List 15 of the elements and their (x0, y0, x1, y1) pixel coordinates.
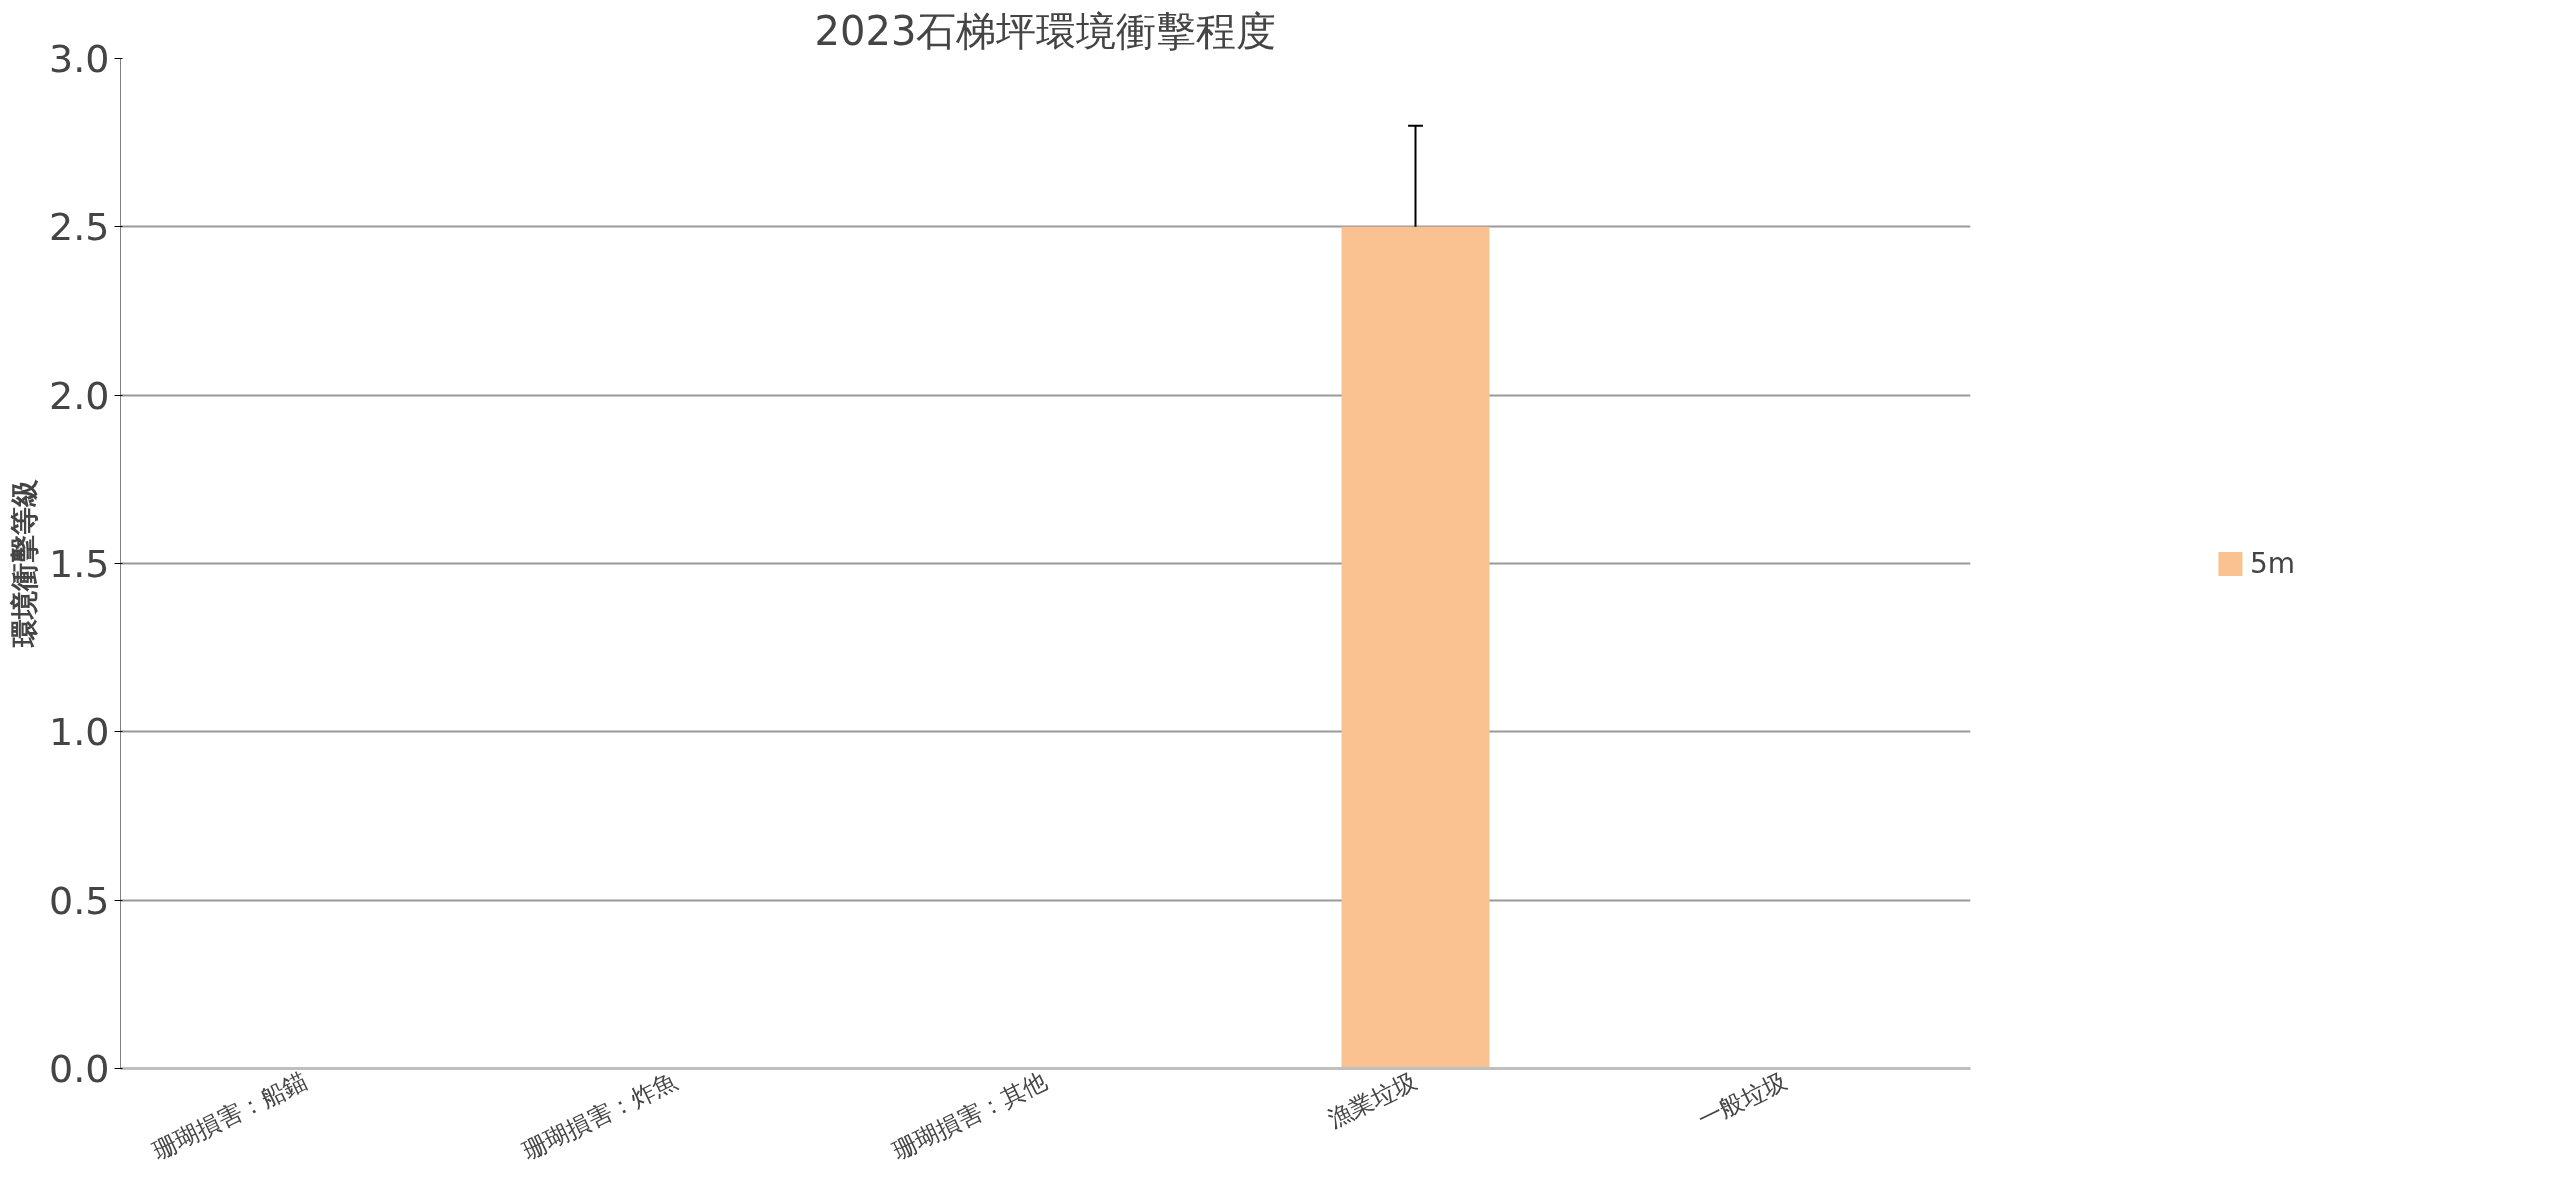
y-tick-label: 1.0 (49, 710, 110, 755)
y-tick-label: 1.5 (49, 542, 110, 586)
y-tick-label: 2.5 (49, 205, 110, 250)
y-tick-label: 0.0 (49, 1047, 110, 1091)
legend-label: 5m (2249, 546, 2296, 580)
y-tick-label: 0.5 (49, 878, 110, 923)
x-tick-label: 珊瑚損害：船錨 (148, 1066, 312, 1166)
y-axis-title: 環境衝擊等級 (8, 479, 42, 649)
y-tick-label: 2.0 (49, 373, 110, 418)
x-tick-label: 珊瑚損害：其他 (888, 1066, 1052, 1166)
x-tick-label: 珊瑚損害：炸魚 (518, 1066, 682, 1166)
x-tick-label: 漁業垃圾 (1322, 1066, 1422, 1134)
x-tick-label: 一般垃圾 (1692, 1066, 1792, 1134)
y-tick-label: 3.0 (49, 37, 110, 81)
chart-title: 2023石梯坪環境衝擊程度 (814, 7, 1277, 54)
